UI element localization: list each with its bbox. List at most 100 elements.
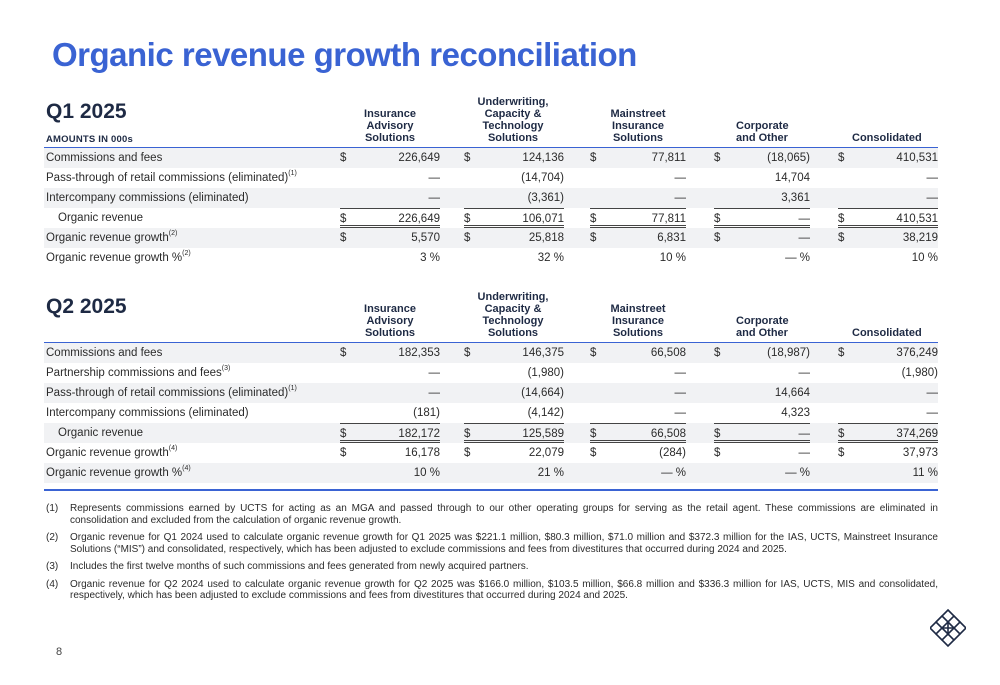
cell-value: 37,973 <box>902 447 938 459</box>
cell-value: (284) <box>659 447 686 459</box>
cell-value: 146,375 <box>522 347 564 359</box>
footnote: (1) Represents commissions earned by UCTS… <box>44 503 938 526</box>
cell-value: — <box>798 447 811 459</box>
row-label-text: Organic revenue growth % <box>46 467 183 479</box>
row-label-text: Commissions and fees <box>46 347 163 359</box>
currency-symbol: $ <box>340 447 347 459</box>
cell-value: 3,361 <box>781 192 810 204</box>
table-cell: 32 % <box>464 248 564 268</box>
footnotes: (1) Represents commissions earned by UCTS… <box>44 503 938 608</box>
row-label-text: Organic revenue growth <box>46 447 169 459</box>
col-header-mis: Mainstreet Insurance Solutions <box>598 108 678 144</box>
cell-value: 10 % <box>413 467 440 479</box>
cell-value: (18,065) <box>767 152 810 164</box>
cell-value: — <box>926 407 939 419</box>
cell-value: — <box>674 192 687 204</box>
row-label-text: Commissions and fees <box>46 152 163 164</box>
q2-table: Q2 2025 Insurance Advisory Solutions Under… <box>44 291 938 491</box>
col-header-line: Capacity & <box>484 303 542 315</box>
table-end-rule <box>44 489 938 491</box>
cell-value: 226,649 <box>398 213 440 225</box>
row-label: Organic revenue growth(4) <box>46 443 177 463</box>
table-cell: $374,269 <box>838 423 938 443</box>
row-label-text: Organic revenue <box>58 427 144 439</box>
table-cell: — <box>340 363 441 383</box>
table-cell: — % <box>714 463 810 483</box>
currency-symbol: $ <box>838 232 845 244</box>
table-cell: $6,831 <box>590 228 686 248</box>
table-cell: $66,508 <box>590 423 686 443</box>
footnote-ref: (2) <box>168 230 178 238</box>
cell-value: — % <box>661 467 686 479</box>
row-label: Commissions and fees <box>46 148 162 168</box>
table-cell: — <box>590 363 687 383</box>
footnote-ref: (1) <box>288 385 297 393</box>
col-header-line: Solutions <box>364 132 416 144</box>
table-cell: 4,323 <box>714 403 810 423</box>
row-label-text: Organic revenue growth % <box>46 252 183 264</box>
table-cell: — <box>590 403 687 423</box>
table-cell: $106,071 <box>464 208 564 228</box>
row-label-text: Partnership commissions and fees <box>46 367 222 379</box>
table-cell: $146,375 <box>464 343 564 363</box>
row-label: Organic revenue <box>58 423 143 443</box>
q1-title: Q1 2025 <box>46 100 127 123</box>
table-cell: $ — <box>714 208 810 228</box>
footnote-text: Includes the first twelve months of such… <box>70 561 529 572</box>
col-header-line: Advisory <box>366 120 414 132</box>
footnote-ref: (2) <box>182 250 191 258</box>
cell-value: 182,353 <box>398 347 440 359</box>
cell-value: 6,831 <box>657 232 686 244</box>
col-header-line: Solutions <box>364 327 416 339</box>
cell-value: — <box>926 192 939 204</box>
table-cell: $376,249 <box>838 343 938 363</box>
footnote-key: (4) <box>46 578 59 590</box>
table-cell: — <box>838 383 939 403</box>
cell-value: 226,649 <box>398 152 440 164</box>
table-cell: $ (18,065) <box>714 148 810 168</box>
cell-value: 125,589 <box>522 428 564 440</box>
table-cell: 10 % <box>838 248 938 268</box>
table-cell: $25,818 <box>464 228 564 248</box>
col-header-line: Solutions <box>487 132 539 144</box>
currency-symbol: $ <box>714 213 721 225</box>
table-cell: 3,361 <box>714 188 810 208</box>
row-label: Intercompany commissions (eliminated) <box>46 188 249 208</box>
footnote-ref: (4) <box>168 445 178 453</box>
row-label-text: Organic revenue growth <box>46 232 169 244</box>
col-header-line: Insurance <box>364 108 416 120</box>
table-cell: 21 % <box>464 463 564 483</box>
currency-symbol: $ <box>464 447 471 459</box>
col-header-line: Solutions <box>612 327 664 339</box>
table-cell: — % <box>714 248 810 268</box>
col-header-ias: Insurance Advisory Solutions <box>350 303 430 339</box>
col-header-ucts: Underwriting, Capacity & Technology Solutio… <box>468 291 558 339</box>
col-header-line: Consolidated <box>852 327 922 339</box>
cell-value: 16,178 <box>404 447 440 459</box>
table-cell: 10 % <box>590 248 686 268</box>
table-cell: $410,531 <box>838 148 938 168</box>
col-header-line: Insurance <box>612 120 664 132</box>
cell-value: 374,269 <box>896 428 938 440</box>
cell-value: 25,818 <box>528 232 564 244</box>
cell-value: — <box>428 172 441 184</box>
row-label-text: Pass-through of retail commissions (elim… <box>46 172 289 184</box>
cell-value: 66,508 <box>650 347 686 359</box>
footnote-key: (3) <box>46 561 59 572</box>
table-cell: $66,508 <box>590 343 686 363</box>
cell-value: 106,071 <box>522 213 564 225</box>
currency-symbol: $ <box>590 428 597 440</box>
col-header-ucts: Underwriting, Capacity & Technology Solutio… <box>468 96 558 144</box>
page-title: Organic revenue growth reconciliation <box>52 36 637 73</box>
table-cell: $182,172 <box>340 423 440 443</box>
table-cell: $124,136 <box>464 148 564 168</box>
col-header-line: Mainstreet <box>610 108 666 120</box>
footnote: (3) Includes the first twelve months of s… <box>44 561 938 573</box>
table-cell: (14,704) <box>464 168 564 188</box>
cell-value: 3 % <box>420 252 440 264</box>
table-cell: — <box>838 168 939 188</box>
cell-value: — <box>428 192 441 204</box>
table-cell: $226,649 <box>340 148 440 168</box>
table-row: Commissions and fees $182,353 $146,375 $66,… <box>44 343 938 363</box>
cell-value: (4,142) <box>527 407 564 419</box>
